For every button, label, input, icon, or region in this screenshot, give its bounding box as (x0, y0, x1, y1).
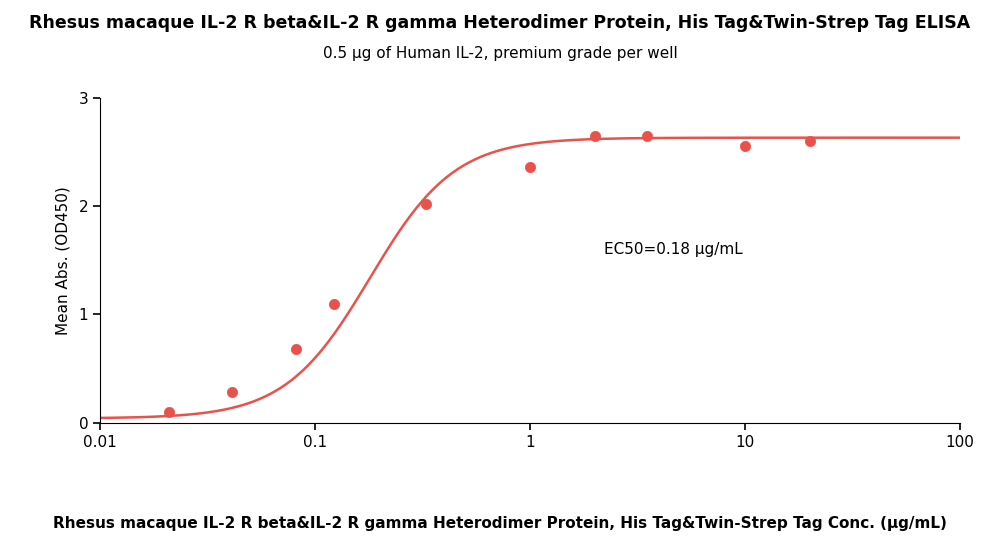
Point (326, 299, 342, 308)
Text: EC50=0.18 μg/mL: EC50=0.18 μg/mL (604, 242, 742, 257)
Text: 0.5 μg of Human IL-2, premium grade per well: 0.5 μg of Human IL-2, premium grade per … (323, 46, 677, 61)
Point (522, 163, 538, 171)
Text: Rhesus macaque IL-2 R beta&IL-2 R gamma Heterodimer Protein, His Tag&Twin-Strep : Rhesus macaque IL-2 R beta&IL-2 R gamma … (53, 516, 947, 531)
Point (587, 131, 603, 140)
Y-axis label: Mean Abs. (OD450): Mean Abs. (OD450) (55, 186, 70, 334)
Point (737, 142, 753, 151)
Point (418, 199, 434, 208)
Point (161, 408, 177, 416)
Text: Rhesus macaque IL-2 R beta&IL-2 R gamma Heterodimer Protein, His Tag&Twin-Strep : Rhesus macaque IL-2 R beta&IL-2 R gamma … (29, 14, 971, 31)
Point (224, 388, 240, 397)
Point (802, 137, 818, 145)
Point (639, 131, 655, 140)
Point (288, 345, 304, 353)
